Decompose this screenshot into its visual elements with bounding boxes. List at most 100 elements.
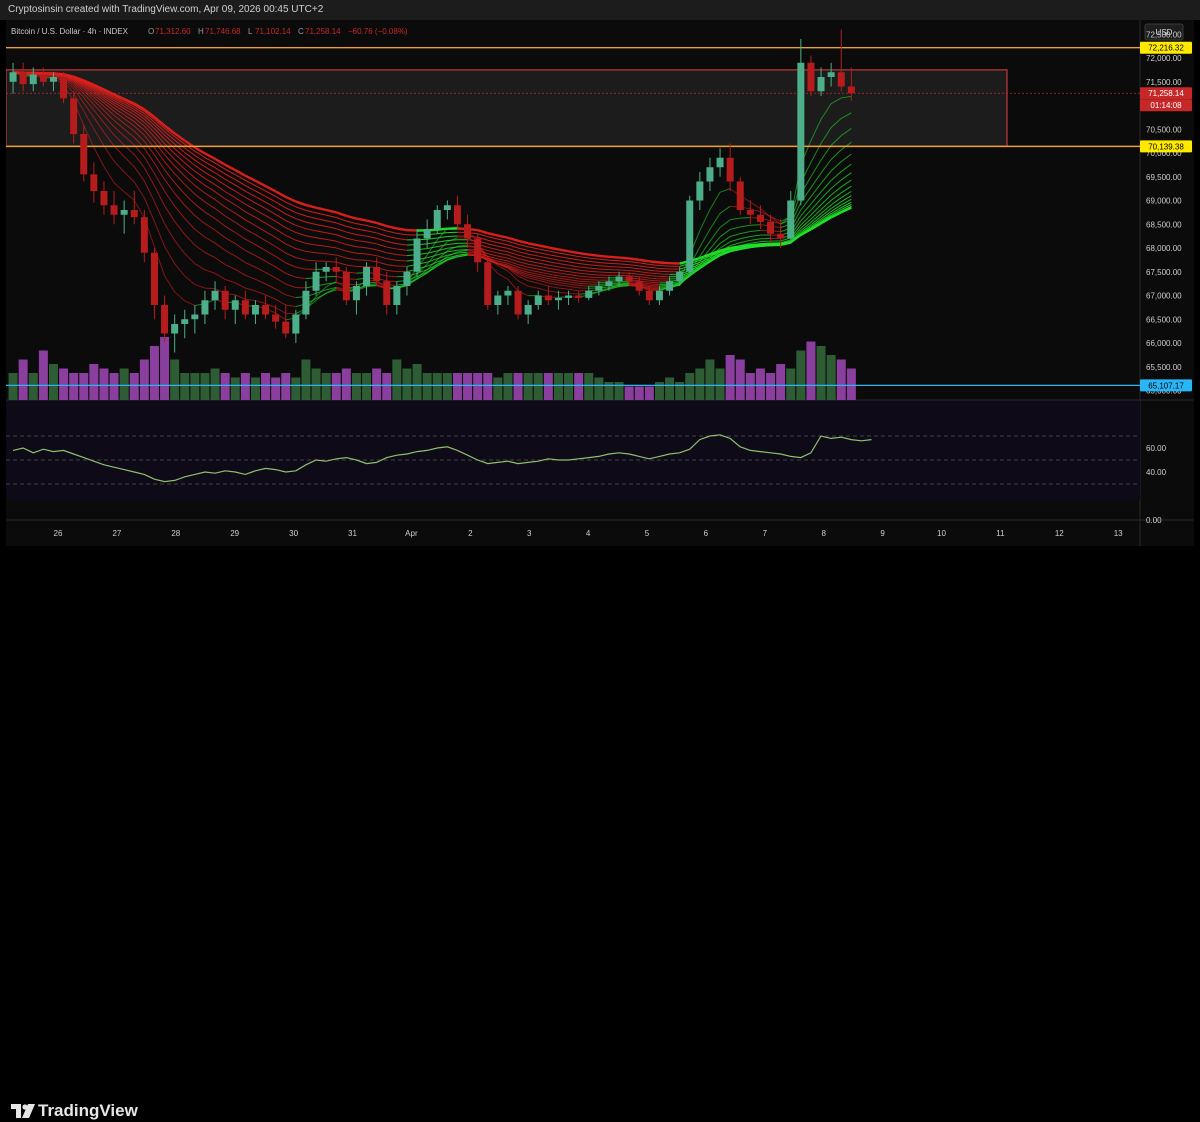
legend-high-label: H [198,27,204,36]
volume-bar [827,355,836,400]
candle-body [323,267,330,272]
volume-bar [453,373,462,400]
volume-bar [79,373,88,400]
candle-body [50,77,57,82]
candle-body [353,286,360,300]
volume-bar [544,373,553,400]
volume-bar [483,373,492,400]
ribbon-line [53,73,63,74]
time-tick-label: 8 [821,529,826,538]
volume-bar [392,360,401,401]
candle-body [111,205,118,215]
volume-bar [463,373,472,400]
volume-bar [524,373,533,400]
volume-bar [382,373,391,400]
volume-bar [200,373,209,400]
ribbon-line [457,250,467,251]
volume-bar [847,369,856,401]
candle-body [151,253,158,305]
chart-frame[interactable]: Bitcoin / U.S. Dollar · 4h · INDEX O 71,… [6,20,1194,546]
volume-bar [726,355,735,400]
ribbon-line [397,260,407,261]
time-tick-label: 13 [1114,529,1123,538]
candle-body [333,267,340,272]
volume-bar [221,373,230,400]
volume-bar [584,373,593,400]
candle-body [373,267,380,281]
candle-body [464,224,471,238]
candle-body [161,305,168,334]
ribbon-line [781,242,791,244]
candle-body [282,322,289,334]
volume-bar [372,369,381,401]
candle-body [626,277,633,282]
candle-body [747,210,754,215]
ribbon-line [579,285,589,286]
ribbon-line [397,228,407,230]
candle-body [10,72,17,82]
time-tick-label: 30 [289,529,298,538]
volume-bar [514,373,523,400]
volume-bar [190,373,199,400]
time-tick-label: 4 [586,529,591,538]
ribbon-line [599,269,609,270]
ribbon-line [649,285,659,286]
volume-bar [615,382,624,400]
candle-body [777,234,784,239]
candle-body [656,291,663,301]
volume-bar [49,364,58,400]
volume-bar [110,373,119,400]
candle-body [646,291,653,301]
volume-bar [736,360,745,401]
candle-body [302,291,309,315]
time-tick-label: 7 [763,529,768,538]
candle-body [706,167,713,181]
ribbon-line [649,284,659,285]
candle-body [666,281,673,291]
candle-body [30,75,37,85]
volume-bar [180,373,189,400]
price-tick-label: 67,000.00 [1146,292,1182,301]
top-caption-bar: Cryptosinsin created with TradingView.co… [0,0,1200,20]
volume-bar [301,360,310,401]
candle-body [272,315,279,322]
time-tick-label: 12 [1055,529,1064,538]
creator-caption: Cryptosinsin created with TradingView.co… [8,4,323,15]
candle-body [717,158,724,168]
ribbon-line [740,245,750,246]
candle-body [444,205,451,210]
candle-body [525,305,532,315]
low-tag-label: 65,107.17 [1148,381,1184,390]
candle-body [616,277,623,282]
candle-body [797,63,804,201]
time-tick-label: 28 [171,529,180,538]
ribbon-line [649,282,659,283]
candle-body [121,210,128,215]
rsi-tick-label: 0.00 [1146,516,1162,525]
price-tick-label: 72,500.00 [1146,30,1182,39]
ribbon-line [740,218,750,219]
price-tick-label: 72,000.00 [1146,54,1182,63]
ribbon-line [609,260,619,261]
candle-body [484,262,491,305]
candle-body [696,182,703,201]
price-tick-label: 66,500.00 [1146,315,1182,324]
candle-body [363,267,370,286]
candle-body [60,77,67,98]
time-tick-label: Apr [405,529,418,538]
price-tick-label: 69,500.00 [1146,173,1182,182]
candle-body [686,201,693,272]
time-tick-label: 3 [527,529,532,538]
volume-bar [564,373,573,400]
volume-bar [251,378,260,401]
candle-body [292,315,299,334]
ribbon-line [760,241,770,242]
price-chart[interactable]: Bitcoin / U.S. Dollar · 4h · INDEX O 71,… [6,20,1194,546]
ribbon-line [730,246,740,247]
candle-body [565,296,572,298]
volume-bar [594,378,603,401]
ribbon-line [579,283,589,284]
price-tick-label: 68,000.00 [1146,244,1182,253]
volume-bar [69,373,78,400]
volume-bar [312,369,321,401]
